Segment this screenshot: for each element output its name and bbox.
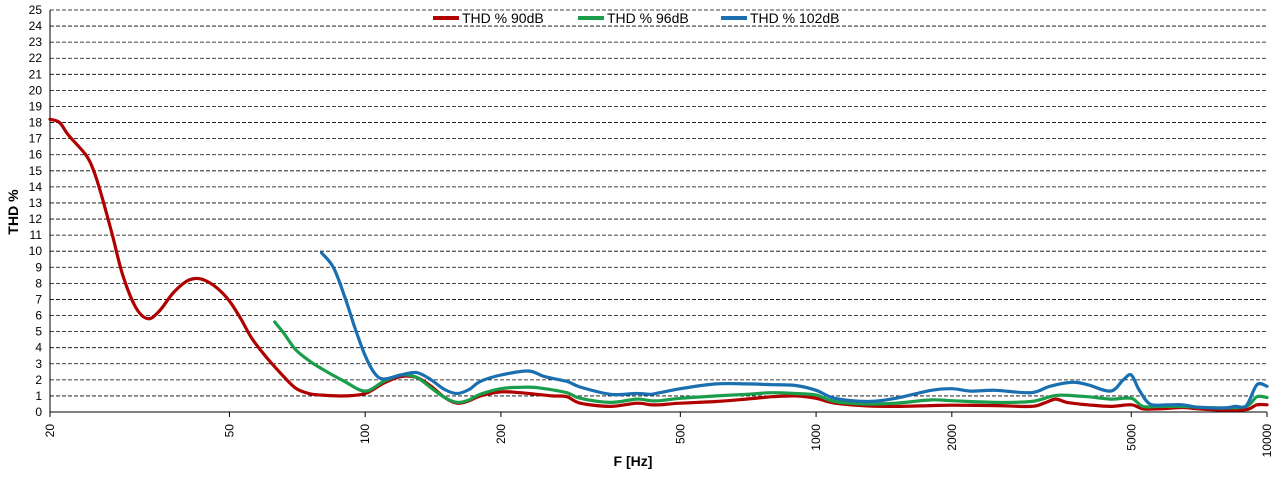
x-tick-label: 500 xyxy=(673,424,687,444)
x-tick-label: 200 xyxy=(494,424,508,444)
y-axis-title: THD % xyxy=(5,189,21,235)
y-tick-label: 21 xyxy=(29,67,43,81)
y-tick-label: 5 xyxy=(35,325,42,339)
y-tick-label: 8 xyxy=(35,276,42,290)
y-tick-label: 6 xyxy=(35,309,42,323)
y-tick-label: 13 xyxy=(29,196,43,210)
x-tick-label: 5000 xyxy=(1124,424,1138,451)
series-line-1 xyxy=(48,117,1269,412)
y-tick-label: 2 xyxy=(35,373,42,387)
x-axis-title: F [Hz] xyxy=(614,453,653,469)
x-tick-label: 1000 xyxy=(809,424,823,451)
x-tick-label: 20 xyxy=(43,424,57,438)
y-tick-label: 22 xyxy=(29,51,43,65)
y-tick-label: 4 xyxy=(35,341,42,355)
axes xyxy=(49,10,1268,417)
y-tick-label: 0 xyxy=(35,405,42,419)
y-tick-label: 19 xyxy=(29,99,43,113)
y-tick-labels: 0123456789101112131415161718192021222324… xyxy=(29,3,43,419)
y-tick-label: 18 xyxy=(29,116,43,130)
y-tick-label: 11 xyxy=(30,228,43,242)
legend: THD % 90dB THD % 96dB THD % 102dB xyxy=(433,10,839,26)
x-tick-labels: 20 50 100 200 500 1000 2000 5000 10000 xyxy=(43,424,1274,458)
series-line-2 xyxy=(273,320,1269,410)
y-tick-label: 23 xyxy=(29,35,43,49)
y-tick-label: 3 xyxy=(35,357,42,371)
y-tick-label: 9 xyxy=(35,260,42,274)
y-tick-label: 24 xyxy=(29,19,43,33)
y-tick-label: 25 xyxy=(29,3,43,17)
series-line-3 xyxy=(319,251,1269,410)
x-tick-label: 50 xyxy=(222,424,236,438)
y-tick-label: 16 xyxy=(29,148,43,162)
legend-label-2: THD % 96dB xyxy=(607,10,689,26)
legend-label-3: THD % 102dB xyxy=(750,10,839,26)
y-tick-label: 12 xyxy=(29,212,43,226)
series-lines xyxy=(48,117,1269,412)
y-tick-label: 14 xyxy=(29,180,43,194)
x-tick-label: 100 xyxy=(358,424,372,444)
y-tick-label: 7 xyxy=(35,292,42,306)
y-tick-label: 1 xyxy=(35,389,42,403)
x-tick-label: 10000 xyxy=(1260,424,1274,458)
y-tick-label: 10 xyxy=(29,244,43,258)
x-tick-label: 2000 xyxy=(945,424,959,451)
y-tick-label: 20 xyxy=(29,83,43,97)
y-tick-label: 15 xyxy=(29,164,43,178)
legend-label-1: THD % 90dB xyxy=(462,10,544,26)
grid-lines xyxy=(50,9,1267,397)
y-tick-label: 17 xyxy=(29,132,43,146)
